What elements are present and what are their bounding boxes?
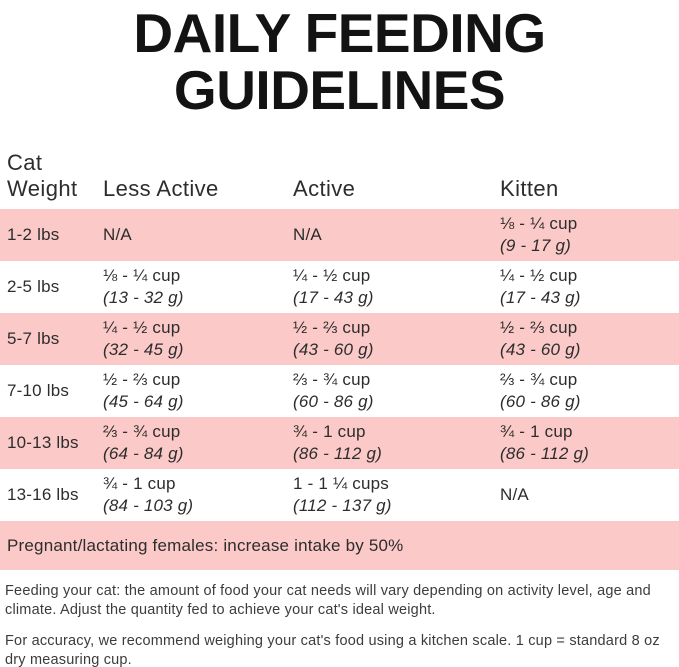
pregnant-lactating-note: Pregnant/lactating females: increase int… <box>0 521 679 570</box>
kitten-cell: ¼ - ½ cup (17 - 43 g) <box>500 266 581 307</box>
feeding-advice-paragraph: Feeding your cat: the amount of food you… <box>5 583 651 618</box>
weight-cell: 2-5 lbs <box>7 277 60 296</box>
kitten-cell: N/A <box>500 485 529 504</box>
table-row: 5-7 lbs ¼ - ½ cup (32 - 45 g) ½ - ⅔ cup … <box>0 313 679 365</box>
weight-cell: 5-7 lbs <box>7 329 60 348</box>
measuring-advice-paragraph: For accuracy, we recommend weighing your… <box>5 633 660 667</box>
active-cell: N/A <box>293 225 322 244</box>
page-title: DAILY FEEDING GUIDELINES <box>0 0 679 119</box>
page-title-line2: GUIDELINES <box>173 59 506 121</box>
less-active-cell: N/A <box>103 225 132 244</box>
table-header-row: Cat Weight Less Active Active Kitten <box>0 150 679 202</box>
col-header-cat-weight: Cat Weight <box>7 150 78 201</box>
less-active-cell: ¾ - 1 cup (84 - 103 g) <box>103 474 194 515</box>
table-row: 10-13 lbs ⅔ - ¾ cup (64 - 84 g) ¾ - 1 cu… <box>0 417 679 469</box>
less-active-cell: ¼ - ½ cup (32 - 45 g) <box>103 318 184 359</box>
weight-cell: 1-2 lbs <box>7 225 60 244</box>
col-header-kitten: Kitten <box>500 176 559 201</box>
active-cell: ½ - ⅔ cup (43 - 60 g) <box>293 318 374 359</box>
less-active-cell: ⅔ - ¾ cup (64 - 84 g) <box>103 422 184 463</box>
active-cell: ¾ - 1 cup (86 - 112 g) <box>293 422 383 463</box>
less-active-cell: ½ - ⅔ cup (45 - 64 g) <box>103 370 184 411</box>
less-active-cell: ⅛ - ¼ cup (13 - 32 g) <box>103 266 184 307</box>
kitten-cell: ½ - ⅔ cup (43 - 60 g) <box>500 318 581 359</box>
active-cell: ¼ - ½ cup (17 - 43 g) <box>293 266 374 307</box>
active-cell: 1 - 1 ¼ cups (112 - 137 g) <box>293 474 392 515</box>
table-row: 1-2 lbs N/A N/A ⅛ - ¼ cup (9 - 17 g) <box>0 209 679 261</box>
weight-cell: 10-13 lbs <box>7 433 79 452</box>
table-row: 13-16 lbs ¾ - 1 cup (84 - 103 g) 1 - 1 ¼… <box>0 469 679 521</box>
table-row: 2-5 lbs ⅛ - ¼ cup (13 - 32 g) ¼ - ½ cup … <box>0 261 679 313</box>
table-row: 7-10 lbs ½ - ⅔ cup (45 - 64 g) ⅔ - ¾ cup… <box>0 365 679 417</box>
col-header-active: Active <box>293 176 356 201</box>
kitten-cell: ⅛ - ¼ cup (9 - 17 g) <box>500 214 578 255</box>
page-title-line1: DAILY FEEDING <box>133 2 546 64</box>
col-header-less-active: Less Active <box>103 176 219 201</box>
kitten-cell: ¾ - 1 cup (86 - 112 g) <box>500 422 590 463</box>
kitten-cell: ⅔ - ¾ cup (60 - 86 g) <box>500 370 581 411</box>
active-cell: ⅔ - ¾ cup (60 - 86 g) <box>293 370 374 411</box>
footer-notes: Feeding your cat: the amount of food you… <box>0 570 679 667</box>
weight-cell: 7-10 lbs <box>7 381 70 400</box>
weight-cell: 13-16 lbs <box>7 485 79 504</box>
